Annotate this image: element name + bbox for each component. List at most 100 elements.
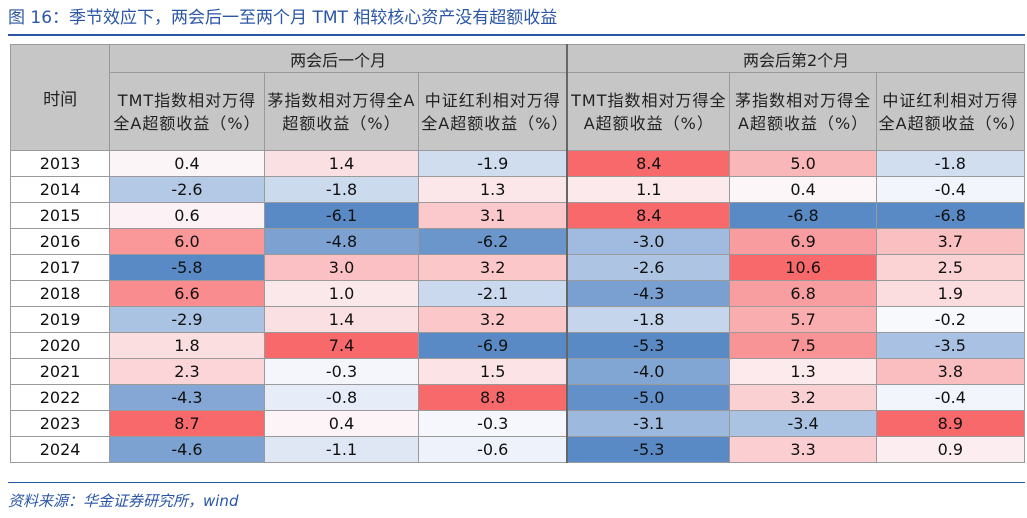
value-cell: 1.4: [263, 306, 420, 333]
table-row: 2020 1.8 7.4 -6.9 -5.3 7.5 -3.5: [9, 332, 1026, 359]
value-cell: -0.6: [418, 436, 568, 463]
value-cell: -1.9: [418, 150, 568, 177]
column-header: 茅指数相对万得全A超额收益（%）: [729, 72, 877, 151]
value-cell: 8.4: [566, 150, 731, 177]
table-row: 2019 -2.9 1.4 3.2 -1.8 5.7 -0.2: [9, 306, 1026, 333]
value-cell: -5.3: [566, 436, 731, 463]
column-header: TMT指数相对万得全A超额收益（%）: [566, 72, 731, 151]
table-body: 2013 0.4 1.4 -1.9 8.4 5.0 -1.8 2014 -2.6 -1.8 1.3 1…: [9, 150, 1026, 463]
year-cell: 2020: [9, 332, 111, 359]
table-row: 2017 -5.8 3.0 3.2 -2.6 10.6 2.5: [9, 254, 1026, 281]
year-cell: 2023: [9, 410, 111, 437]
value-cell: 1.1: [566, 176, 731, 203]
source-note: 资料来源：华金证券研究所，wind: [8, 492, 239, 510]
year-cell: 2019: [9, 306, 111, 333]
value-cell: -2.6: [566, 254, 731, 281]
value-cell: -1.8: [875, 150, 1026, 177]
footer-divider: [8, 482, 1025, 483]
value-cell: -0.2: [875, 306, 1026, 333]
value-cell: 8.9: [875, 410, 1026, 437]
value-cell: -0.3: [263, 358, 420, 385]
value-cell: 10.6: [729, 254, 877, 281]
value-cell: 2.5: [875, 254, 1026, 281]
value-cell: -6.8: [729, 202, 877, 229]
value-cell: -5.0: [566, 384, 731, 411]
value-cell: -3.1: [566, 410, 731, 437]
value-cell: 5.0: [729, 150, 877, 177]
value-cell: -4.3: [566, 280, 731, 307]
value-cell: 3.1: [418, 202, 568, 229]
value-cell: 3.2: [729, 384, 877, 411]
value-cell: -3.5: [875, 332, 1026, 359]
value-cell: -2.9: [109, 306, 265, 333]
table-row: 2014 -2.6 -1.8 1.3 1.1 0.4 -0.4: [9, 176, 1026, 203]
value-cell: -0.4: [875, 384, 1026, 411]
year-cell: 2022: [9, 384, 111, 411]
column-header: 茅指数相对万得全A超额收益（%）: [263, 72, 420, 151]
value-cell: 3.2: [418, 306, 568, 333]
value-cell: 6.8: [729, 280, 877, 307]
column-header: TMT指数相对万得全A超额收益（%）: [109, 72, 265, 151]
value-cell: 1.5: [418, 358, 568, 385]
year-cell: 2016: [9, 228, 111, 255]
value-cell: 8.4: [566, 202, 731, 229]
table-row: 2016 6.0 -4.8 -6.2 -3.0 6.9 3.7: [9, 228, 1026, 255]
value-cell: 3.3: [729, 436, 877, 463]
value-cell: 0.4: [263, 410, 420, 437]
value-cell: -0.8: [263, 384, 420, 411]
time-column-header: 时间: [9, 44, 111, 151]
value-cell: 0.6: [109, 202, 265, 229]
value-cell: 6.0: [109, 228, 265, 255]
value-cell: 1.4: [263, 150, 420, 177]
value-cell: 0.4: [109, 150, 265, 177]
value-cell: -6.2: [418, 228, 568, 255]
value-cell: -4.6: [109, 436, 265, 463]
table-row: 2021 2.3 -0.3 1.5 -4.0 1.3 3.8: [9, 358, 1026, 385]
value-cell: 7.5: [729, 332, 877, 359]
year-cell: 2015: [9, 202, 111, 229]
year-cell: 2018: [9, 280, 111, 307]
group-header-first-month: 两会后一个月: [109, 44, 568, 73]
table-row: 2015 0.6 -6.1 3.1 8.4 -6.8 -6.8: [9, 202, 1026, 229]
value-cell: 5.7: [729, 306, 877, 333]
value-cell: 1.9: [875, 280, 1026, 307]
value-cell: -0.3: [418, 410, 568, 437]
year-cell: 2021: [9, 358, 111, 385]
year-cell: 2013: [9, 150, 111, 177]
value-cell: 8.7: [109, 410, 265, 437]
year-cell: 2014: [9, 176, 111, 203]
value-cell: -4.3: [109, 384, 265, 411]
value-cell: -0.4: [875, 176, 1026, 203]
year-cell: 2017: [9, 254, 111, 281]
value-cell: 0.4: [729, 176, 877, 203]
value-cell: 8.8: [418, 384, 568, 411]
value-cell: -1.1: [263, 436, 420, 463]
value-cell: -5.8: [109, 254, 265, 281]
value-cell: 0.9: [875, 436, 1026, 463]
table-row: 2023 8.7 0.4 -0.3 -3.1 -3.4 8.9: [9, 410, 1026, 437]
excess-return-table: 时间 两会后一个月 两会后第2个月 TMT指数相对万得全A超额收益（%） 茅指数…: [9, 44, 1026, 463]
value-cell: 6.9: [729, 228, 877, 255]
column-header: 中证红利相对万得全A超额收益（%）: [418, 72, 568, 151]
value-cell: 2.3: [109, 358, 265, 385]
value-cell: -6.8: [875, 202, 1026, 229]
value-cell: -4.8: [263, 228, 420, 255]
value-cell: -3.4: [729, 410, 877, 437]
value-cell: -4.0: [566, 358, 731, 385]
value-cell: 7.4: [263, 332, 420, 359]
value-cell: 1.3: [418, 176, 568, 203]
value-cell: -2.6: [109, 176, 265, 203]
value-cell: -6.9: [418, 332, 568, 359]
year-cell: 2024: [9, 436, 111, 463]
value-cell: -2.1: [418, 280, 568, 307]
group-header-second-month: 两会后第2个月: [566, 44, 1026, 73]
value-cell: -1.8: [263, 176, 420, 203]
value-cell: -1.8: [566, 306, 731, 333]
table-row: 2024 -4.6 -1.1 -0.6 -5.3 3.3 0.9: [9, 436, 1026, 463]
value-cell: 3.8: [875, 358, 1026, 385]
value-cell: 3.7: [875, 228, 1026, 255]
value-cell: 1.0: [263, 280, 420, 307]
value-cell: 6.6: [109, 280, 265, 307]
value-cell: 1.8: [109, 332, 265, 359]
value-cell: 3.2: [418, 254, 568, 281]
